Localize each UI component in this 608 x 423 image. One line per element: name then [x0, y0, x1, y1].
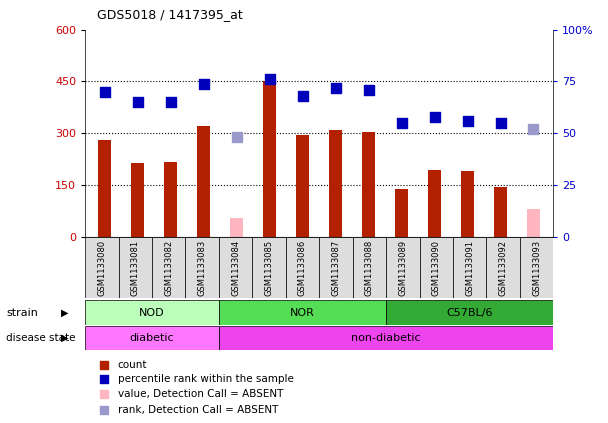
- Text: GDS5018 / 1417395_at: GDS5018 / 1417395_at: [97, 8, 243, 21]
- Bar: [386, 237, 420, 298]
- Text: GSM1133090: GSM1133090: [432, 240, 441, 296]
- Bar: [219, 326, 553, 350]
- Text: GSM1133091: GSM1133091: [465, 240, 474, 296]
- Bar: [252, 237, 286, 298]
- Bar: [85, 237, 119, 298]
- Bar: [520, 237, 553, 298]
- Text: GSM1133084: GSM1133084: [231, 240, 240, 296]
- Text: GSM1133081: GSM1133081: [131, 240, 140, 296]
- Text: non-diabetic: non-diabetic: [351, 333, 421, 343]
- Point: [99, 362, 109, 368]
- Bar: [362, 132, 375, 237]
- Text: GSM1133083: GSM1133083: [198, 240, 207, 296]
- Text: GSM1133092: GSM1133092: [499, 240, 508, 296]
- Bar: [428, 170, 441, 237]
- Text: GSM1133093: GSM1133093: [532, 240, 541, 296]
- Bar: [85, 326, 219, 350]
- Bar: [453, 237, 486, 298]
- Point: [397, 120, 407, 126]
- Bar: [420, 237, 453, 298]
- Text: count: count: [118, 360, 147, 370]
- Text: GSM1133080: GSM1133080: [97, 240, 106, 296]
- Text: C57BL/6: C57BL/6: [446, 308, 493, 318]
- Point: [166, 99, 176, 106]
- Bar: [353, 237, 386, 298]
- Bar: [219, 237, 252, 298]
- Text: GSM1133082: GSM1133082: [164, 240, 173, 296]
- Bar: [98, 140, 111, 237]
- Bar: [296, 135, 309, 237]
- Bar: [395, 189, 408, 237]
- Bar: [486, 237, 520, 298]
- Text: ▶: ▶: [61, 308, 68, 318]
- Bar: [119, 237, 152, 298]
- Bar: [131, 162, 145, 237]
- Text: disease state: disease state: [6, 333, 75, 343]
- Bar: [185, 237, 219, 298]
- Bar: [319, 237, 353, 298]
- Point: [265, 76, 275, 83]
- Text: percentile rank within the sample: percentile rank within the sample: [118, 374, 294, 385]
- Bar: [219, 300, 386, 325]
- Point: [463, 118, 472, 124]
- Point: [430, 113, 440, 120]
- Point: [99, 406, 109, 413]
- Bar: [494, 187, 507, 237]
- Bar: [527, 209, 540, 237]
- Text: GSM1133085: GSM1133085: [264, 240, 274, 296]
- Point: [528, 126, 538, 132]
- Point: [364, 86, 373, 93]
- Bar: [197, 126, 210, 237]
- Bar: [263, 81, 277, 237]
- Text: NOR: NOR: [290, 308, 315, 318]
- Text: GSM1133087: GSM1133087: [331, 240, 340, 296]
- Bar: [286, 237, 319, 298]
- Bar: [85, 300, 219, 325]
- Text: GSM1133086: GSM1133086: [298, 240, 307, 296]
- Point: [133, 99, 143, 106]
- Bar: [386, 300, 553, 325]
- Point: [496, 120, 505, 126]
- Bar: [329, 130, 342, 237]
- Point: [331, 84, 340, 91]
- Point: [100, 88, 110, 95]
- Point: [99, 376, 109, 383]
- Bar: [461, 171, 474, 237]
- Text: GSM1133088: GSM1133088: [365, 240, 374, 296]
- Text: value, Detection Call = ABSENT: value, Detection Call = ABSENT: [118, 389, 283, 399]
- Text: diabetic: diabetic: [130, 333, 174, 343]
- Bar: [230, 218, 243, 237]
- Bar: [152, 237, 185, 298]
- Point: [199, 80, 209, 87]
- Point: [99, 390, 109, 397]
- Bar: [164, 162, 178, 237]
- Text: rank, Detection Call = ABSENT: rank, Detection Call = ABSENT: [118, 404, 278, 415]
- Text: ▶: ▶: [61, 333, 68, 343]
- Text: strain: strain: [6, 308, 38, 318]
- Point: [298, 93, 308, 99]
- Text: GSM1133089: GSM1133089: [398, 240, 407, 296]
- Point: [232, 134, 241, 141]
- Text: NOD: NOD: [139, 308, 165, 318]
